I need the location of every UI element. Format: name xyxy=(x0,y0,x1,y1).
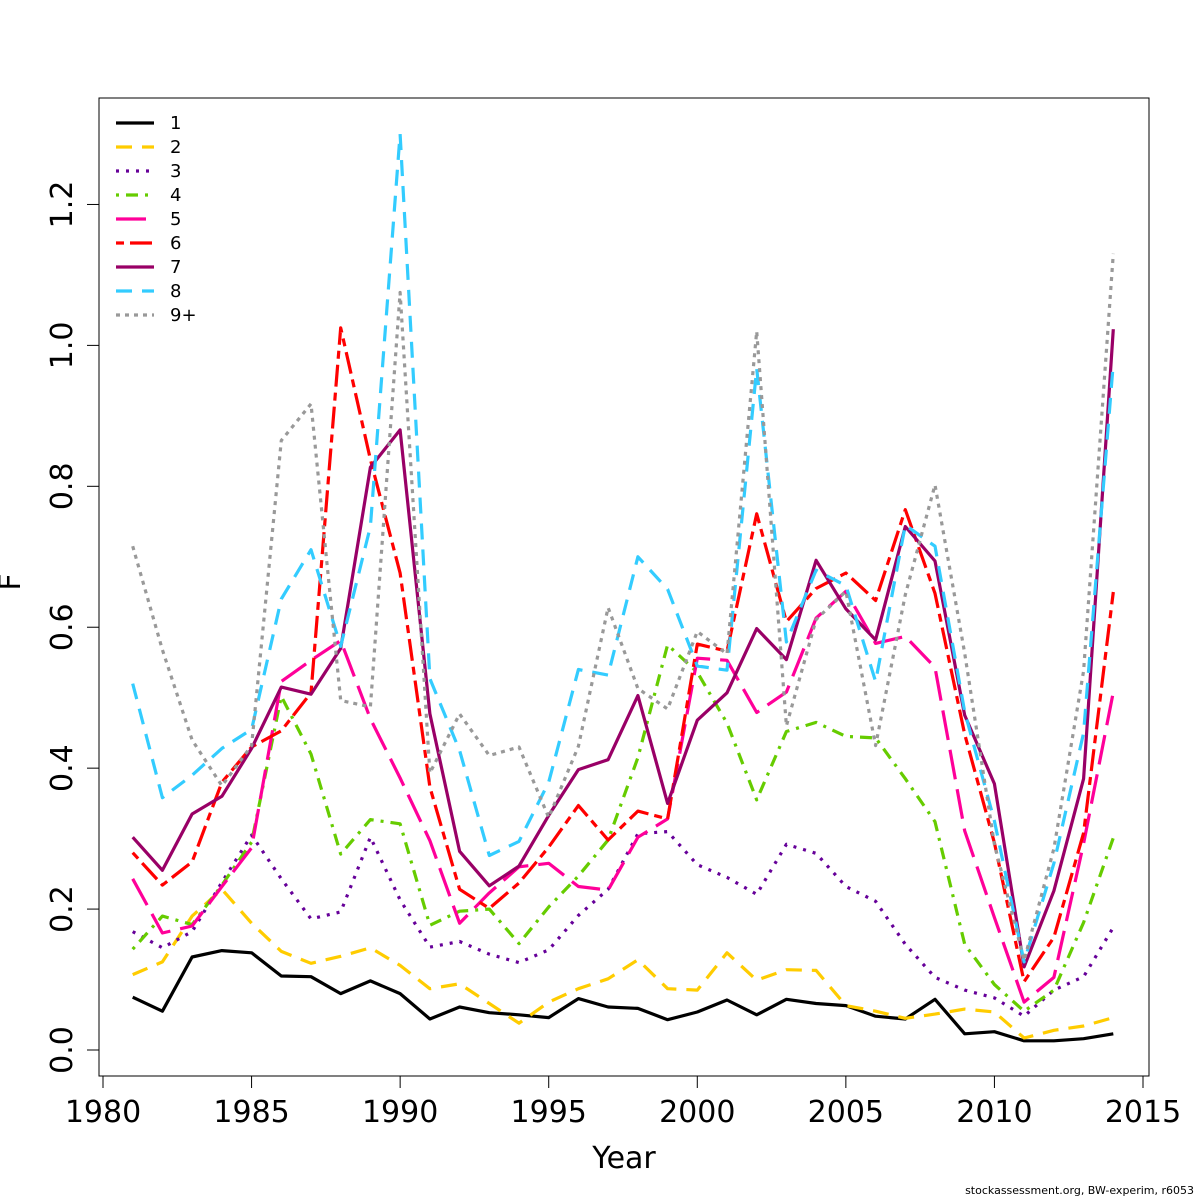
y-tick-label: 1.0 xyxy=(45,322,80,370)
series-line-5 xyxy=(131,589,1115,1004)
series-line-2 xyxy=(132,887,1114,1040)
x-axis: 1980 1985 1990 1995 2000 2005 2010 2015 xyxy=(65,1075,1181,1130)
x-axis-label: Year xyxy=(591,1141,656,1176)
series-line-9plus xyxy=(131,253,1115,963)
legend-label: 4 xyxy=(170,185,181,206)
y-axis-label: F xyxy=(0,573,28,590)
legend-label: 5 xyxy=(170,209,181,230)
legend-label: 7 xyxy=(170,257,181,278)
series-line-7 xyxy=(131,329,1115,969)
y-tick-label: 0.8 xyxy=(45,462,80,510)
legend-label: 8 xyxy=(170,281,181,302)
series-line-1 xyxy=(132,948,1114,1043)
legend-label: 6 xyxy=(170,233,181,254)
series-line-8 xyxy=(131,132,1115,964)
y-tick-label: 1.2 xyxy=(45,181,80,229)
x-tick-label: 2015 xyxy=(1105,1095,1181,1130)
series-line-4 xyxy=(131,643,1115,1013)
x-tick-label: 2005 xyxy=(808,1095,884,1130)
legend-label: 1 xyxy=(170,113,181,134)
x-tick-label: 1990 xyxy=(362,1095,438,1130)
x-tick-label: 2010 xyxy=(956,1095,1032,1130)
series-layer xyxy=(131,132,1115,1043)
x-tick-label: 1985 xyxy=(213,1095,289,1130)
y-axis: 0.0 0.2 0.4 0.6 0.8 1.0 1.2 xyxy=(45,181,100,1074)
y-tick-label: 0.6 xyxy=(45,603,80,651)
x-tick-label: 2000 xyxy=(659,1095,735,1130)
y-tick-label: 0.0 xyxy=(45,1026,80,1074)
plot-frame xyxy=(98,97,1150,1077)
y-tick-label: 0.2 xyxy=(45,885,80,933)
y-tick-label: 0.4 xyxy=(45,744,80,792)
x-tick-label: 1995 xyxy=(511,1095,587,1130)
legend-label: 9+ xyxy=(170,305,197,326)
credit-text: stockassessment.org, BW-experim, r6053 xyxy=(965,1184,1194,1197)
series-line-3 xyxy=(131,829,1115,1018)
series-line-6 xyxy=(131,326,1115,984)
x-tick-label: 1980 xyxy=(65,1095,141,1130)
legend: 1 2 3 4 5 6 7 8 9+ xyxy=(116,113,197,326)
legend-label: 3 xyxy=(170,161,181,182)
legend-label: 2 xyxy=(170,137,181,158)
